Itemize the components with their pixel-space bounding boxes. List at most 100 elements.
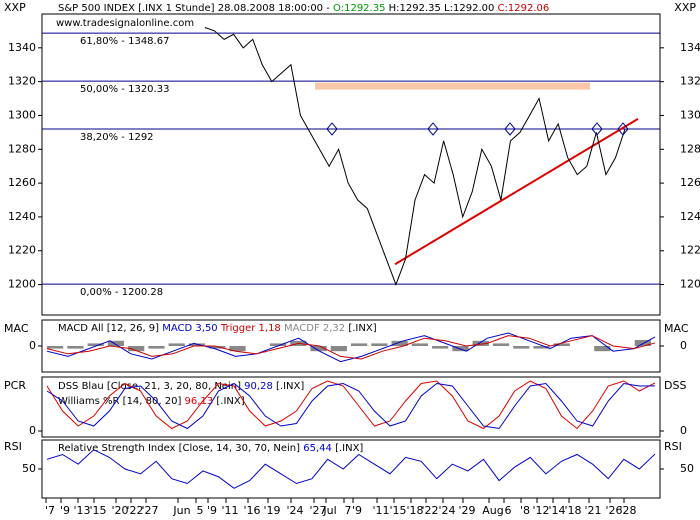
- legend-text: MACD 3,50: [162, 323, 217, 334]
- header-name: S&P 500 INDEX [.INX 1 Stunde] 28.08.2008…: [58, 3, 330, 14]
- y-tick-label: 1240: [8, 210, 36, 223]
- rsi-right-label: RSI: [664, 440, 682, 453]
- legend-text: 65,44: [303, 443, 332, 454]
- legend-text: DSS Blau [Close, 21, 3, 20, 80, Nein]: [58, 381, 241, 392]
- fib-label: 38,20% - 1292: [80, 132, 154, 143]
- histogram-bar: [47, 346, 64, 349]
- legend-text: Trigger 1,18: [220, 323, 281, 334]
- x-tick-label: '29: [458, 504, 475, 517]
- histogram-bar: [351, 343, 368, 346]
- x-tick-label: '27: [309, 504, 326, 517]
- y-tick-label: 1200: [680, 278, 700, 291]
- histogram-bar: [634, 339, 651, 346]
- histogram-bar: [513, 346, 530, 349]
- y-tick-label: 50: [680, 462, 694, 475]
- histogram-bar: [209, 346, 226, 349]
- dss-panel: [41, 376, 661, 438]
- symbol-left: XXP: [4, 1, 26, 14]
- histogram-bar: [533, 346, 550, 349]
- source: www.tradesignalonline.com: [56, 18, 194, 29]
- y-tick-label: 1260: [680, 176, 700, 189]
- x-tick-label: '9: [352, 504, 362, 517]
- legend-text: 96,13: [185, 396, 214, 407]
- x-tick-label: '27: [141, 504, 158, 517]
- header-open: O:1292.35: [333, 3, 385, 14]
- rsi-left-label: RSI: [4, 440, 22, 453]
- x-tick-label: '8: [520, 504, 530, 517]
- dss-legend: DSS Blau [Close, 21, 3, 20, 80, Nein] 90…: [58, 381, 304, 392]
- histogram-bar: [107, 340, 125, 346]
- x-tick-label: '9: [60, 504, 70, 517]
- histogram-bar: [594, 346, 611, 352]
- header: S&P 500 INDEX [.INX 1 Stunde] 28.08.2008…: [58, 3, 549, 14]
- series-line: [46, 380, 656, 430]
- series-line: [46, 382, 656, 430]
- histogram-bar: [371, 343, 388, 346]
- legend-text: 90,28: [244, 381, 273, 392]
- x-tick-label: '11: [221, 504, 238, 517]
- histogram-bar: [148, 346, 165, 349]
- marker: [427, 122, 439, 136]
- trendline: [394, 117, 639, 266]
- macd-legend: MACD All [12, 26, 9] MACD 3,50 Trigger 1…: [58, 323, 377, 334]
- x-tick-label: '9: [207, 504, 217, 517]
- histogram-bar: [87, 343, 104, 346]
- y-tick-label: 1260: [8, 176, 36, 189]
- macd-right-label: MAC: [664, 322, 689, 335]
- y-tick-label: 1220: [8, 244, 36, 257]
- histogram-bar: [128, 346, 145, 352]
- histogram-bar: [168, 343, 185, 346]
- histogram-bar: [67, 346, 84, 349]
- x-tick-label: '7: [45, 504, 55, 517]
- x-tick-label: '24: [438, 504, 455, 517]
- marker: [504, 122, 516, 136]
- y-tick-label: 0: [680, 339, 687, 352]
- x-tick-label: '22: [126, 504, 143, 517]
- x-tick-label: '11: [372, 504, 389, 517]
- series-line: [46, 332, 656, 363]
- x-tick-label: '20: [111, 504, 128, 517]
- histogram-bar: [492, 343, 510, 346]
- rsi-legend: Relative Strength Index [Close, 14, 30, …: [58, 443, 363, 454]
- legend-text: MACD All [12, 26, 9]: [58, 323, 159, 334]
- legend-text: Relative Strength Index [Close, 14, 30, …: [58, 443, 300, 454]
- marker: [591, 122, 603, 136]
- x-tick-label: '15: [89, 504, 106, 517]
- y-tick-label: 1320: [8, 75, 36, 88]
- y-tick-label: 1320: [680, 75, 700, 88]
- histogram-bar: [553, 343, 570, 346]
- y-tick-label: 1340: [680, 41, 700, 54]
- y-tick-label: 1300: [8, 108, 36, 121]
- x-tick-label: Jun: [172, 504, 190, 517]
- x-tick-label: Jul: [322, 504, 336, 517]
- histogram-bar: [391, 340, 408, 346]
- symbol-right: XXP: [674, 1, 696, 14]
- price-panel: [41, 13, 661, 316]
- dss-right-label: DSS: [664, 379, 686, 392]
- y-tick-label: 1220: [680, 244, 700, 257]
- x-tick-label: '18: [406, 504, 423, 517]
- legend-text: [.INX]: [216, 396, 244, 407]
- x-tick-label: '15: [389, 504, 406, 517]
- series-line: [46, 449, 656, 489]
- legend-text: [.INX]: [276, 381, 304, 392]
- header-highlow: H:1292.35 L:1292.00: [389, 3, 495, 14]
- y-tick-label: 1280: [8, 142, 36, 155]
- marker: [326, 122, 338, 136]
- resistance-zone: [315, 82, 590, 90]
- series-line: [204, 27, 626, 286]
- macd-left-label: MAC: [4, 322, 29, 335]
- x-tick-label: Aug: [482, 504, 503, 517]
- x-tick-label: '19: [263, 504, 280, 517]
- x-tick-label: '21: [584, 504, 601, 517]
- histogram-bar: [472, 340, 489, 346]
- histogram-bar: [310, 346, 327, 352]
- header-close: C:1292.06: [498, 3, 550, 14]
- x-tick-label: '24: [286, 504, 303, 517]
- y-tick-label: 0: [29, 339, 36, 352]
- y-tick-label: 50: [22, 462, 36, 475]
- histogram-bar: [330, 346, 347, 352]
- x-tick-label: '18: [564, 504, 581, 517]
